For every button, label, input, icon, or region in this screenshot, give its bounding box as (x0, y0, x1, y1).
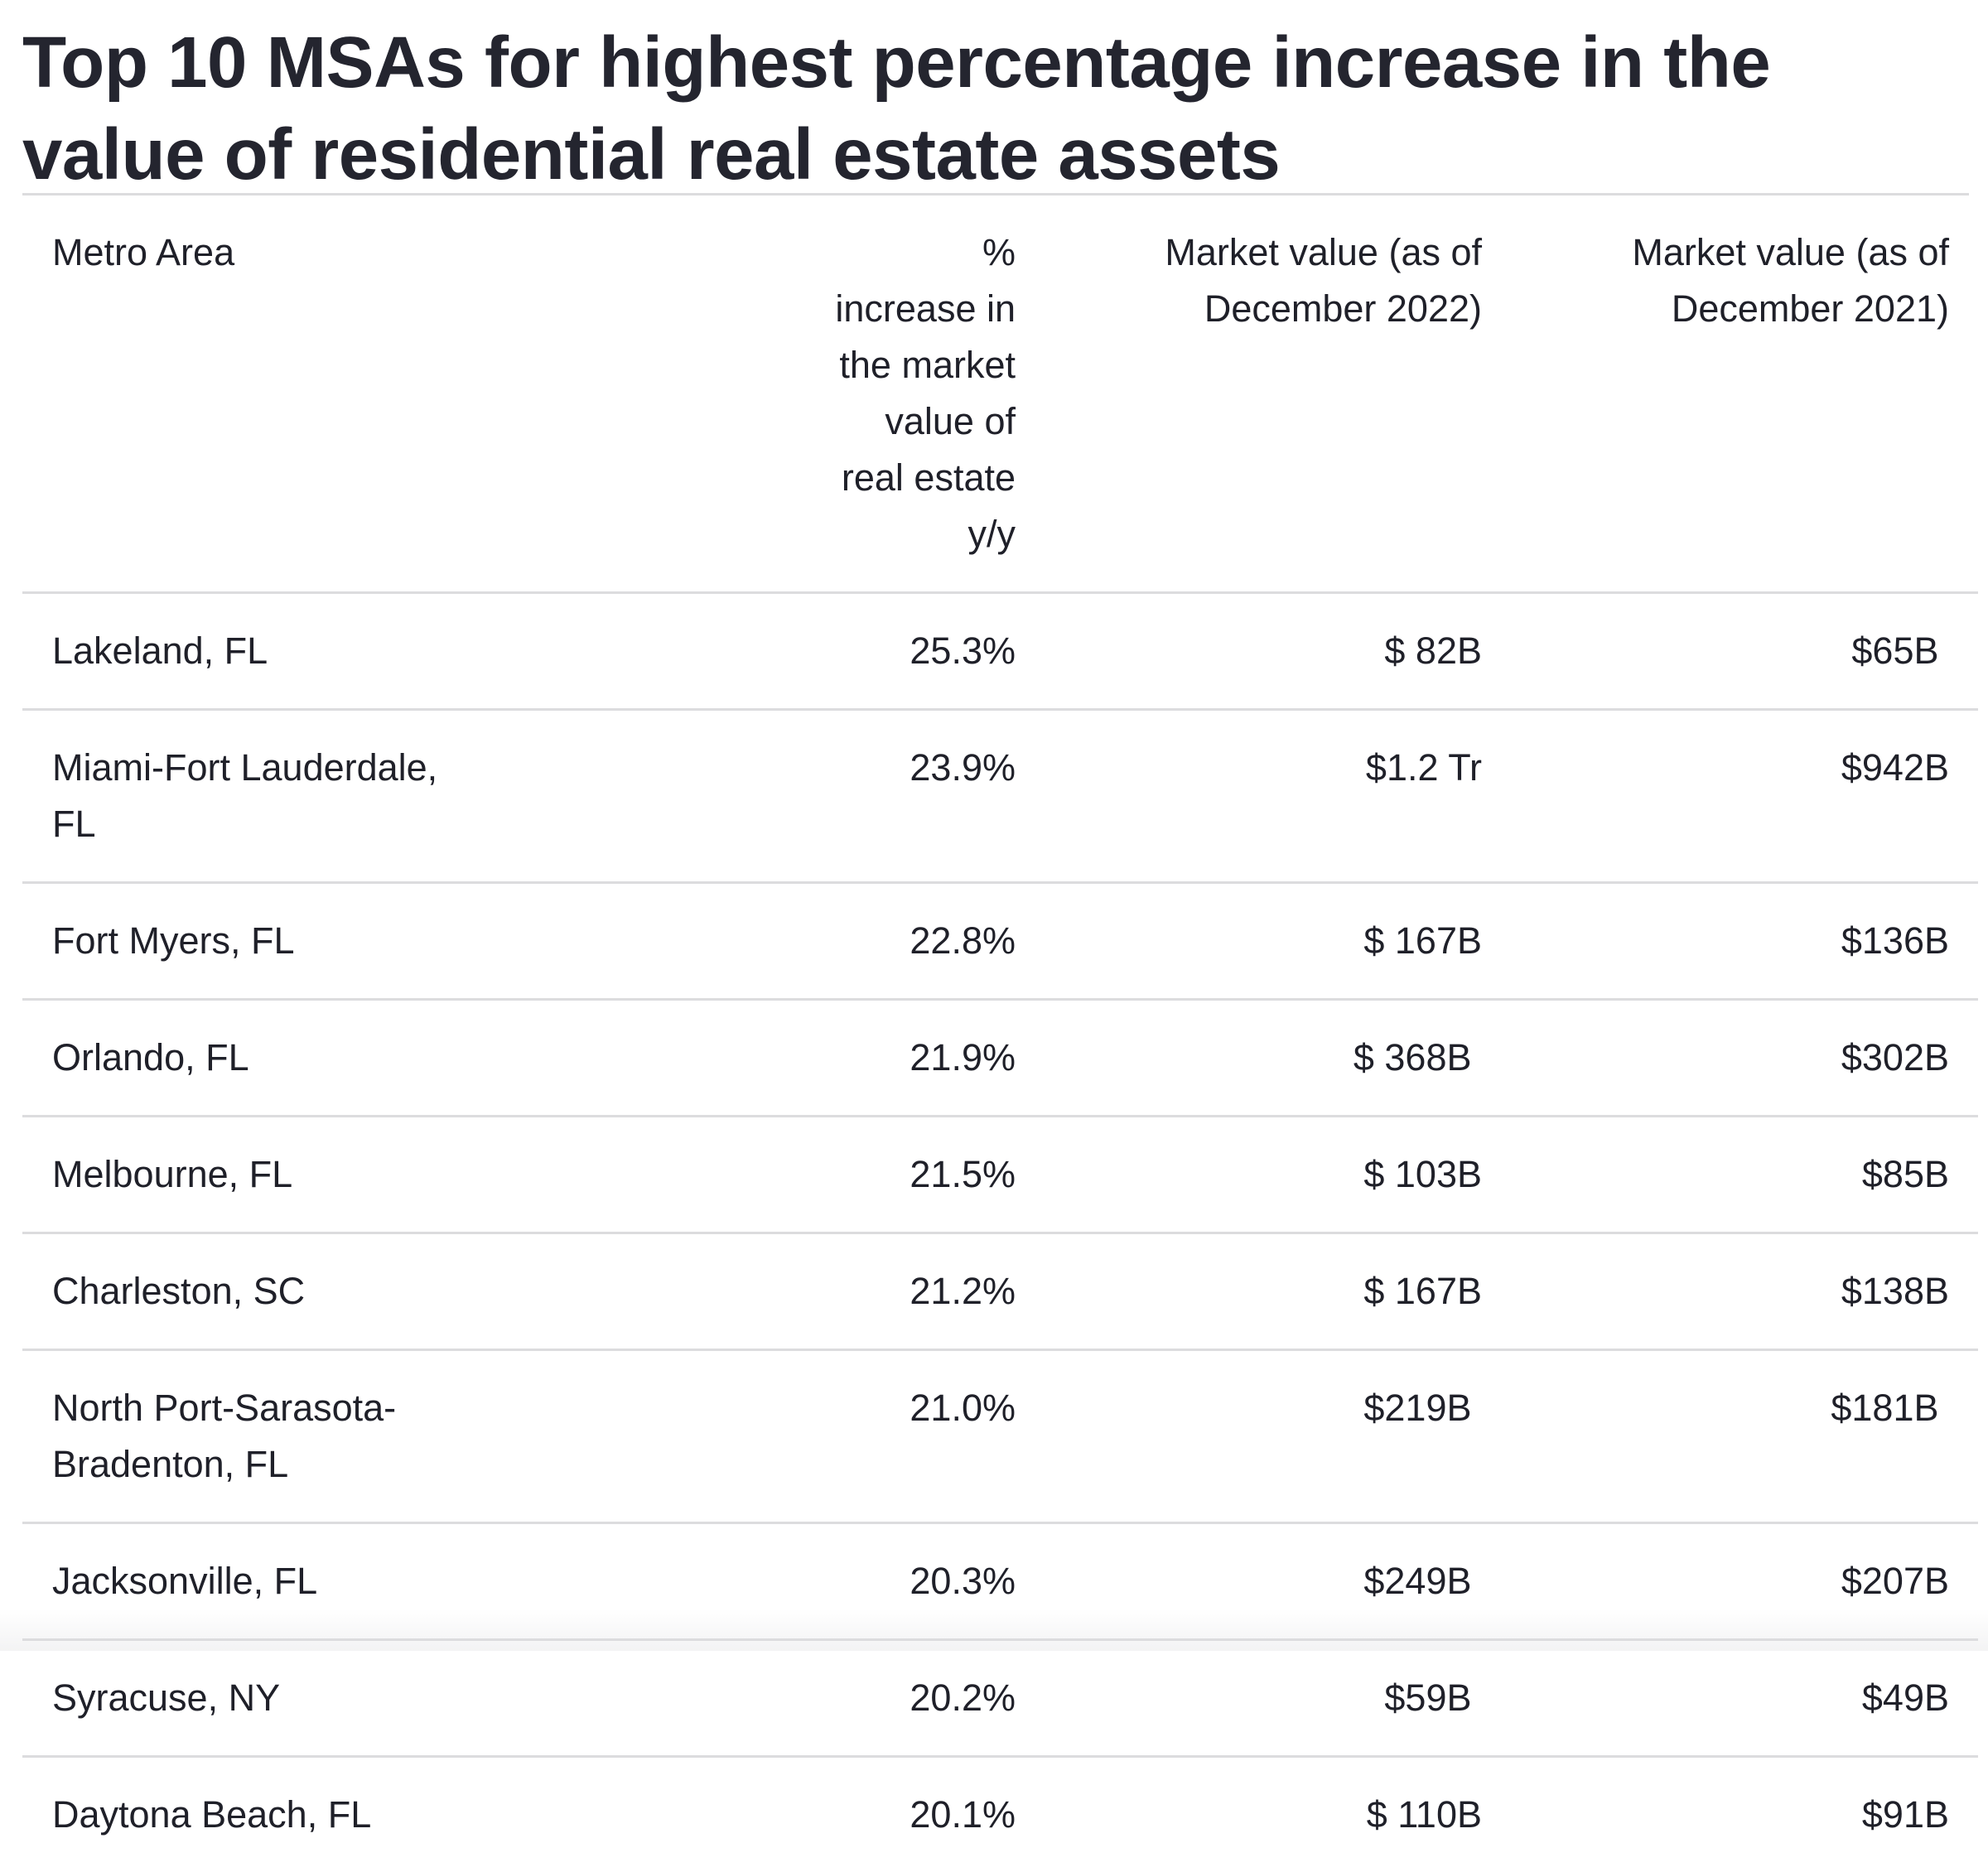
pct-cell: 25.3% (519, 593, 1016, 710)
value-2022-cell: $ 368B (1016, 1000, 1482, 1117)
value-2022-cell: $249B (1016, 1523, 1482, 1640)
table-row: North Port-Sarasota-Bradenton, FL 21.0% … (22, 1350, 1978, 1523)
header-market-value-2022: Market value (as of December 2022) (1016, 195, 1482, 593)
metro-cell: Fort Myers, FL (22, 883, 519, 1000)
value-2021-cell: $138B (1482, 1233, 1978, 1350)
table-row: Charleston, SC 21.2% $ 167B $138B (22, 1233, 1978, 1350)
pct-cell: 21.9% (519, 1000, 1016, 1117)
value-2022-cell: $ 110B (1016, 1757, 1482, 1872)
table-row: Syracuse, NY 20.2% $59B $49B (22, 1640, 1978, 1757)
pct-cell: 21.2% (519, 1233, 1016, 1350)
metro-cell: Lakeland, FL (22, 593, 519, 710)
metro-cell: Melbourne, FL (22, 1117, 519, 1233)
metro-cell: North Port-Sarasota-Bradenton, FL (22, 1350, 519, 1523)
value-2022-cell: $219B (1016, 1350, 1482, 1523)
table-row: Melbourne, FL 21.5% $ 103B $85B (22, 1117, 1978, 1233)
table-row: Miami-Fort Lauderdale, FL 23.9% $1.2 Tr … (22, 710, 1978, 883)
value-2021-cell: $136B (1482, 883, 1978, 1000)
table-row: Daytona Beach, FL 20.1% $ 110B $91B (22, 1757, 1978, 1872)
value-2021-cell: $181B (1482, 1350, 1978, 1523)
value-2021-cell: $91B (1482, 1757, 1978, 1872)
pct-cell: 21.0% (519, 1350, 1016, 1523)
value-2022-cell: $ 167B (1016, 1233, 1482, 1350)
pct-cell: 22.8% (519, 883, 1016, 1000)
header-pct-increase: % increase in the market value of real e… (519, 195, 1016, 593)
header-metro-area: Metro Area (22, 195, 519, 593)
value-2022-cell: $59B (1016, 1640, 1482, 1757)
pct-cell: 21.5% (519, 1117, 1016, 1233)
header-market-value-2021: Market value (as of December 2021) (1482, 195, 1978, 593)
table-row: Lakeland, FL 25.3% $ 82B $65B (22, 593, 1978, 710)
value-2021-cell: $85B (1482, 1117, 1978, 1233)
metro-cell: Jacksonville, FL (22, 1523, 519, 1640)
value-2021-cell: $942B (1482, 710, 1978, 883)
table-row: Fort Myers, FL 22.8% $ 167B $136B (22, 883, 1978, 1000)
page-title: Top 10 MSAs for highest percentage incre… (22, 0, 1969, 195)
pct-cell: 20.2% (519, 1640, 1016, 1757)
value-2022-cell: $ 82B (1016, 593, 1482, 710)
article-table-block: Top 10 MSAs for highest percentage incre… (22, 0, 1978, 1872)
pct-cell: 20.3% (519, 1523, 1016, 1640)
value-2021-cell: $49B (1482, 1640, 1978, 1757)
metro-cell: Syracuse, NY (22, 1640, 519, 1757)
msa-table: Metro Area % increase in the market valu… (22, 195, 1978, 1872)
table-row: Orlando, FL 21.9% $ 368B $302B (22, 1000, 1978, 1117)
value-2021-cell: $302B (1482, 1000, 1978, 1117)
value-2021-cell: $207B (1482, 1523, 1978, 1640)
metro-cell: Daytona Beach, FL (22, 1757, 519, 1872)
value-2021-cell: $65B (1482, 593, 1978, 710)
table-row: Jacksonville, FL 20.3% $249B $207B (22, 1523, 1978, 1640)
value-2022-cell: $ 103B (1016, 1117, 1482, 1233)
value-2022-cell: $ 167B (1016, 883, 1482, 1000)
pct-cell: 23.9% (519, 710, 1016, 883)
value-2022-cell: $1.2 Tr (1016, 710, 1482, 883)
metro-cell: Orlando, FL (22, 1000, 519, 1117)
metro-cell: Charleston, SC (22, 1233, 519, 1350)
table-header-row: Metro Area % increase in the market valu… (22, 195, 1978, 593)
metro-cell: Miami-Fort Lauderdale, FL (22, 710, 519, 883)
pct-cell: 20.1% (519, 1757, 1016, 1872)
table-body: Lakeland, FL 25.3% $ 82B $65B Miami-Fort… (22, 593, 1978, 1872)
